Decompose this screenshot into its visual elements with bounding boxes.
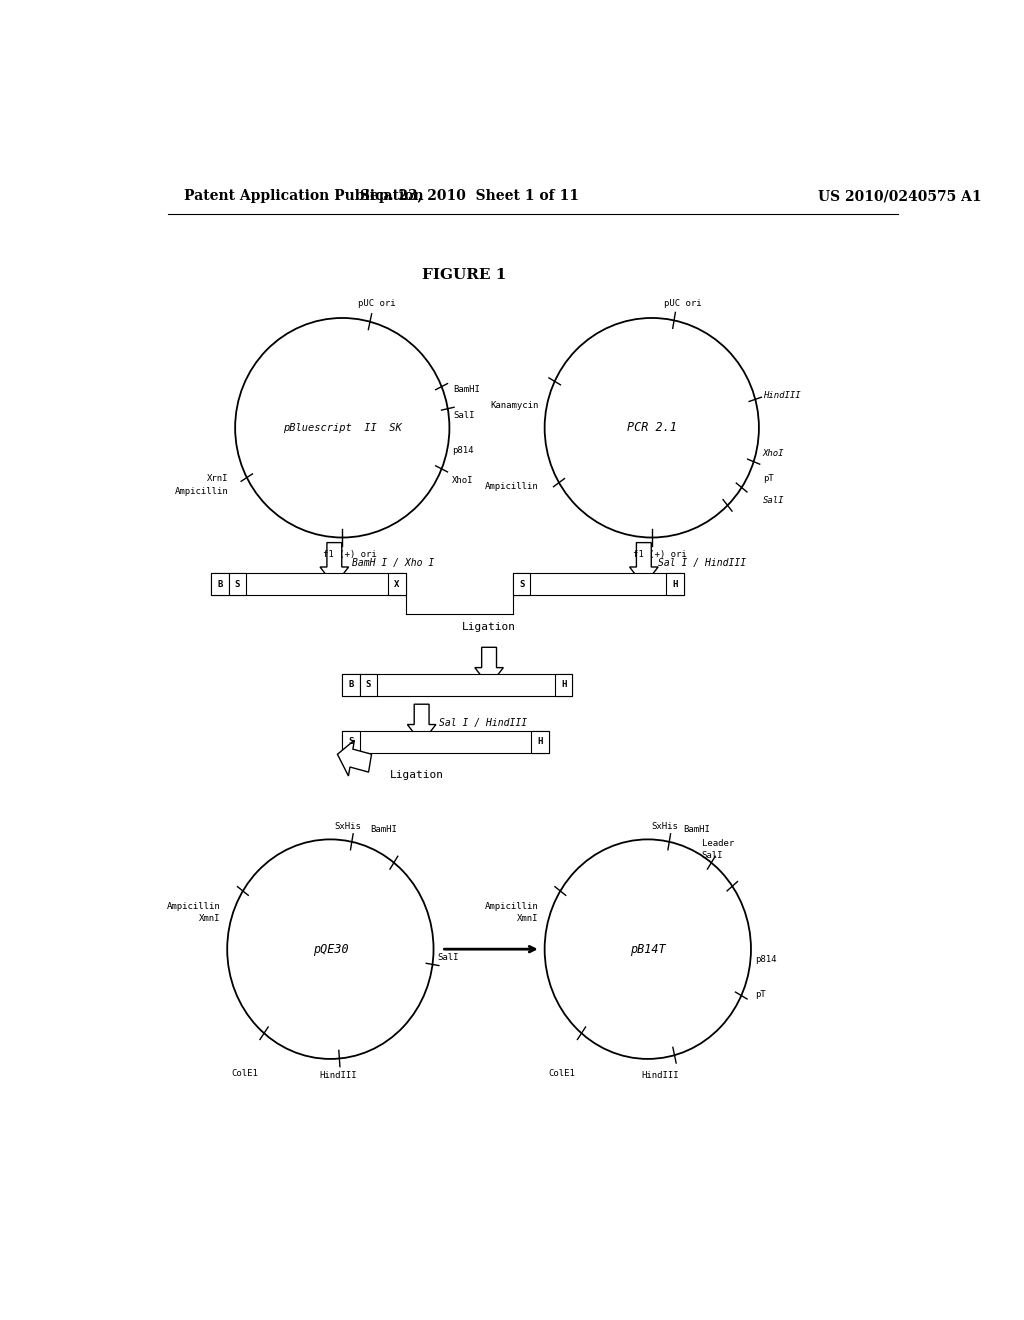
- Text: BamHI: BamHI: [454, 384, 480, 393]
- Text: Patent Application Publication: Patent Application Publication: [183, 189, 423, 203]
- Text: ColE1: ColE1: [549, 1069, 575, 1078]
- Text: f1 (+) ori: f1 (+) ori: [324, 549, 377, 558]
- Text: p814: p814: [452, 446, 473, 454]
- Text: pBluescript  II  SK: pBluescript II SK: [283, 422, 401, 433]
- Text: BamH I / Xho I: BamH I / Xho I: [352, 558, 434, 568]
- Text: pT: pT: [755, 990, 766, 999]
- Text: Ampicillin: Ampicillin: [167, 902, 221, 911]
- Bar: [211, 573, 406, 595]
- Bar: [359, 673, 377, 696]
- Text: H: H: [672, 579, 678, 589]
- Text: FIGURE 1: FIGURE 1: [422, 268, 506, 282]
- Polygon shape: [338, 741, 372, 776]
- Text: pT: pT: [763, 474, 773, 483]
- Text: Leader: Leader: [701, 838, 734, 847]
- Bar: [211, 573, 228, 595]
- Text: pUC ori: pUC ori: [358, 298, 395, 308]
- Text: Ampicillin: Ampicillin: [175, 487, 228, 496]
- Text: XhoI: XhoI: [452, 477, 473, 484]
- Polygon shape: [321, 543, 348, 585]
- Text: HindIII: HindIII: [763, 391, 801, 400]
- Text: SalI: SalI: [763, 496, 784, 506]
- Bar: [388, 573, 406, 595]
- Text: XrnI: XrnI: [207, 474, 228, 483]
- Text: ColE1: ColE1: [231, 1069, 258, 1078]
- Bar: [342, 673, 359, 696]
- Bar: [342, 731, 359, 752]
- Text: SxHis: SxHis: [652, 822, 679, 832]
- Text: Sal I / HindIII: Sal I / HindIII: [439, 718, 527, 727]
- Text: B: B: [348, 680, 353, 689]
- Text: XhoI: XhoI: [763, 449, 784, 458]
- Bar: [666, 573, 684, 595]
- Polygon shape: [475, 647, 504, 686]
- Text: pQE30: pQE30: [312, 942, 348, 956]
- Text: B: B: [217, 579, 223, 589]
- Text: HindIII: HindIII: [641, 1071, 679, 1080]
- Text: H: H: [561, 680, 566, 689]
- Bar: [531, 731, 549, 752]
- Text: pB14T: pB14T: [630, 942, 666, 956]
- Text: S: S: [366, 680, 371, 689]
- Text: SxHis: SxHis: [334, 822, 361, 832]
- Text: XmnI: XmnI: [200, 915, 221, 923]
- Text: p814: p814: [755, 954, 776, 964]
- Polygon shape: [408, 704, 436, 743]
- Bar: [228, 573, 246, 595]
- Text: Ampicillin: Ampicillin: [484, 482, 539, 491]
- Text: pUC ori: pUC ori: [664, 298, 701, 308]
- Bar: [513, 573, 684, 595]
- Text: X: X: [394, 579, 399, 589]
- Bar: [555, 673, 572, 696]
- Text: Kanamycin: Kanamycin: [489, 401, 539, 411]
- Text: S: S: [519, 579, 524, 589]
- Text: H: H: [538, 738, 543, 746]
- Text: Ligation: Ligation: [390, 771, 443, 780]
- Text: S: S: [234, 579, 241, 589]
- Text: Sal I / HindIII: Sal I / HindIII: [658, 558, 746, 568]
- Polygon shape: [630, 543, 658, 585]
- Text: SalI: SalI: [437, 953, 459, 962]
- Text: PCR 2.1: PCR 2.1: [627, 421, 677, 434]
- Text: SalI: SalI: [454, 411, 475, 420]
- Text: Ampicillin: Ampicillin: [484, 902, 539, 911]
- Text: SalI: SalI: [701, 850, 723, 859]
- Text: S: S: [348, 738, 353, 746]
- Text: HindIII: HindIII: [319, 1071, 357, 1080]
- Text: US 2010/0240575 A1: US 2010/0240575 A1: [818, 189, 982, 203]
- Text: f1 (+) ori: f1 (+) ori: [633, 549, 686, 558]
- Bar: [513, 573, 530, 595]
- Bar: [342, 673, 572, 696]
- Text: BamHI: BamHI: [684, 825, 711, 834]
- Text: XmnI: XmnI: [517, 915, 539, 923]
- Text: BamHI: BamHI: [370, 825, 397, 834]
- Text: Ligation: Ligation: [462, 622, 516, 632]
- Bar: [342, 731, 549, 752]
- Text: Sep. 23, 2010  Sheet 1 of 11: Sep. 23, 2010 Sheet 1 of 11: [359, 189, 579, 203]
